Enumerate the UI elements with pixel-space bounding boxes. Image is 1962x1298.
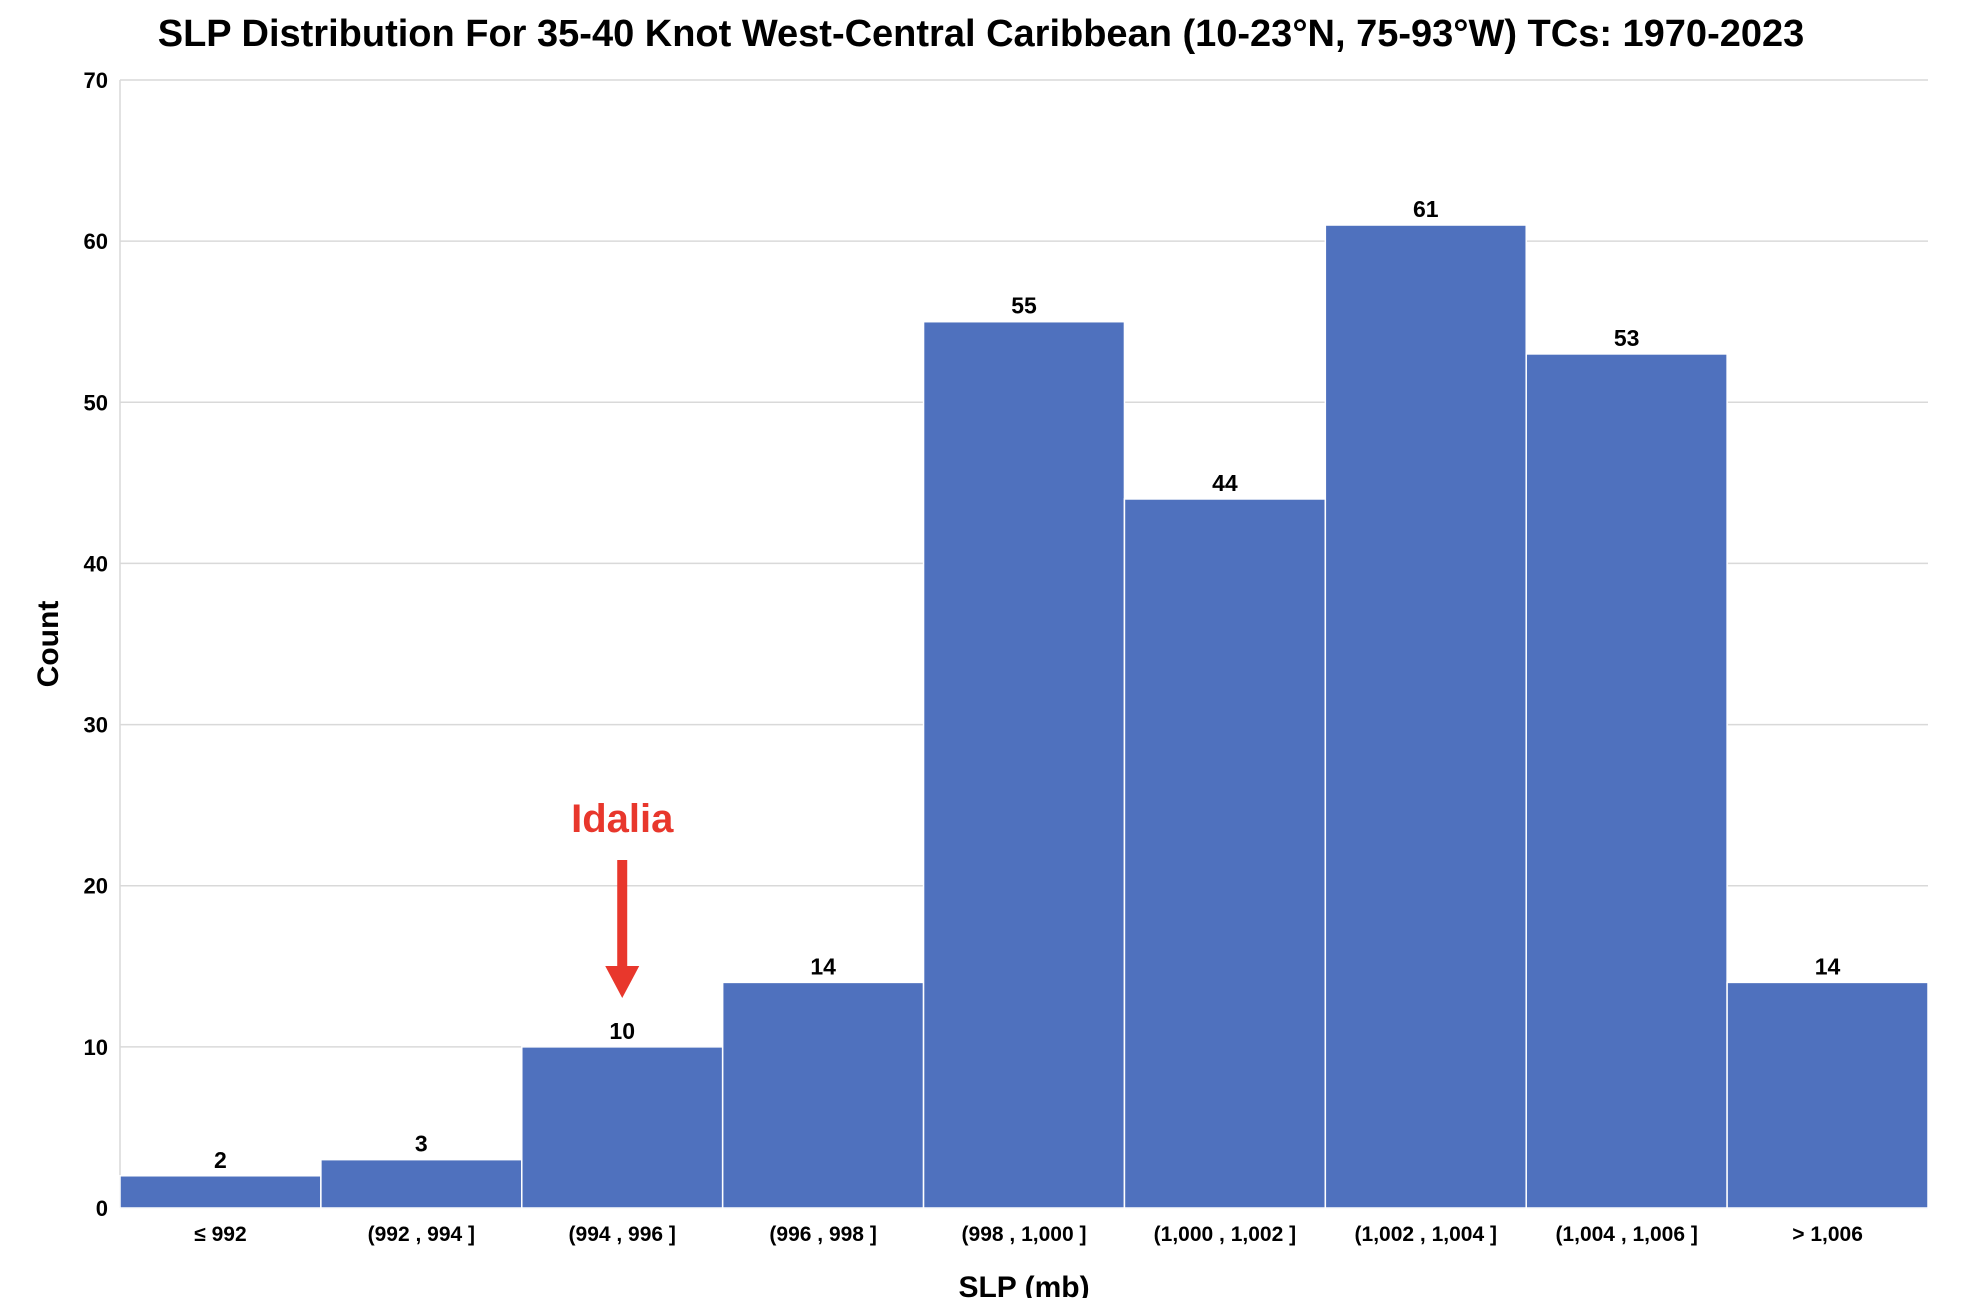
- bar-value-label: 14: [1815, 953, 1841, 979]
- bar: [922, 320, 1126, 1209]
- x-tick-label: (1,004 , 1,006 ]: [1555, 1223, 1697, 1246]
- x-tick-label: ≤ 992: [194, 1223, 246, 1246]
- annotation: Idalia: [571, 797, 674, 998]
- bar: [521, 1046, 724, 1209]
- y-axis-title: Count: [32, 601, 65, 688]
- x-axis-ticks: ≤ 992 (992 , 994 ] (994 , 996 ] (996 , 998 …: [194, 1223, 1863, 1246]
- bar: [1123, 498, 1327, 1209]
- x-tick-label: (1,000 , 1,002 ]: [1154, 1223, 1296, 1246]
- bar: [1525, 353, 1728, 1209]
- bar: [320, 1158, 523, 1209]
- annotation-arrow-head: [605, 966, 640, 998]
- y-tick-label: 0: [96, 1196, 108, 1221]
- y-tick-label: 30: [84, 713, 108, 738]
- bar-value-label: 44: [1212, 470, 1238, 496]
- bar: [1324, 224, 1527, 1209]
- annotation-arrow-shaft: [617, 860, 628, 970]
- x-tick-label: (1,002 , 1,004 ]: [1355, 1223, 1497, 1246]
- x-tick-label: (994 , 996 ]: [569, 1223, 676, 1246]
- x-axis-title: SLP (mb): [958, 1271, 1089, 1298]
- bar-value-label: 61: [1413, 196, 1439, 222]
- y-tick-label: 50: [84, 390, 108, 415]
- y-tick-label: 20: [84, 874, 108, 899]
- chart-title: SLP Distribution For 35-40 Knot West-Cen…: [158, 13, 1805, 55]
- bar-value-label: 3: [415, 1131, 428, 1157]
- bar: [721, 981, 925, 1209]
- bar-value-label: 55: [1011, 293, 1037, 319]
- annotation-label: Idalia: [571, 797, 674, 841]
- y-tick-label: 40: [84, 551, 108, 576]
- x-tick-label: (996 , 998 ]: [769, 1223, 876, 1246]
- bar-value-label: 2: [214, 1147, 227, 1173]
- bar-value-label: 10: [609, 1018, 635, 1044]
- y-tick-label: 70: [84, 68, 108, 93]
- x-tick-label: > 1,006: [1792, 1223, 1863, 1246]
- bars: [119, 224, 1929, 1209]
- bar-value-label: 53: [1614, 325, 1640, 351]
- bar: [1726, 981, 1929, 1209]
- y-tick-label: 60: [84, 229, 108, 254]
- bar: [119, 1175, 322, 1209]
- y-tick-label: 10: [84, 1035, 108, 1060]
- x-tick-label: (998 , 1,000 ]: [962, 1223, 1087, 1246]
- y-axis-ticks: 0 10 20 30 40 50 60 70: [84, 68, 108, 1221]
- data-labels: 2 3 10 14 55 44 61 53 14: [214, 196, 1841, 1173]
- x-tick-label: (992 , 994 ]: [368, 1223, 475, 1246]
- bar-value-label: 14: [810, 953, 836, 979]
